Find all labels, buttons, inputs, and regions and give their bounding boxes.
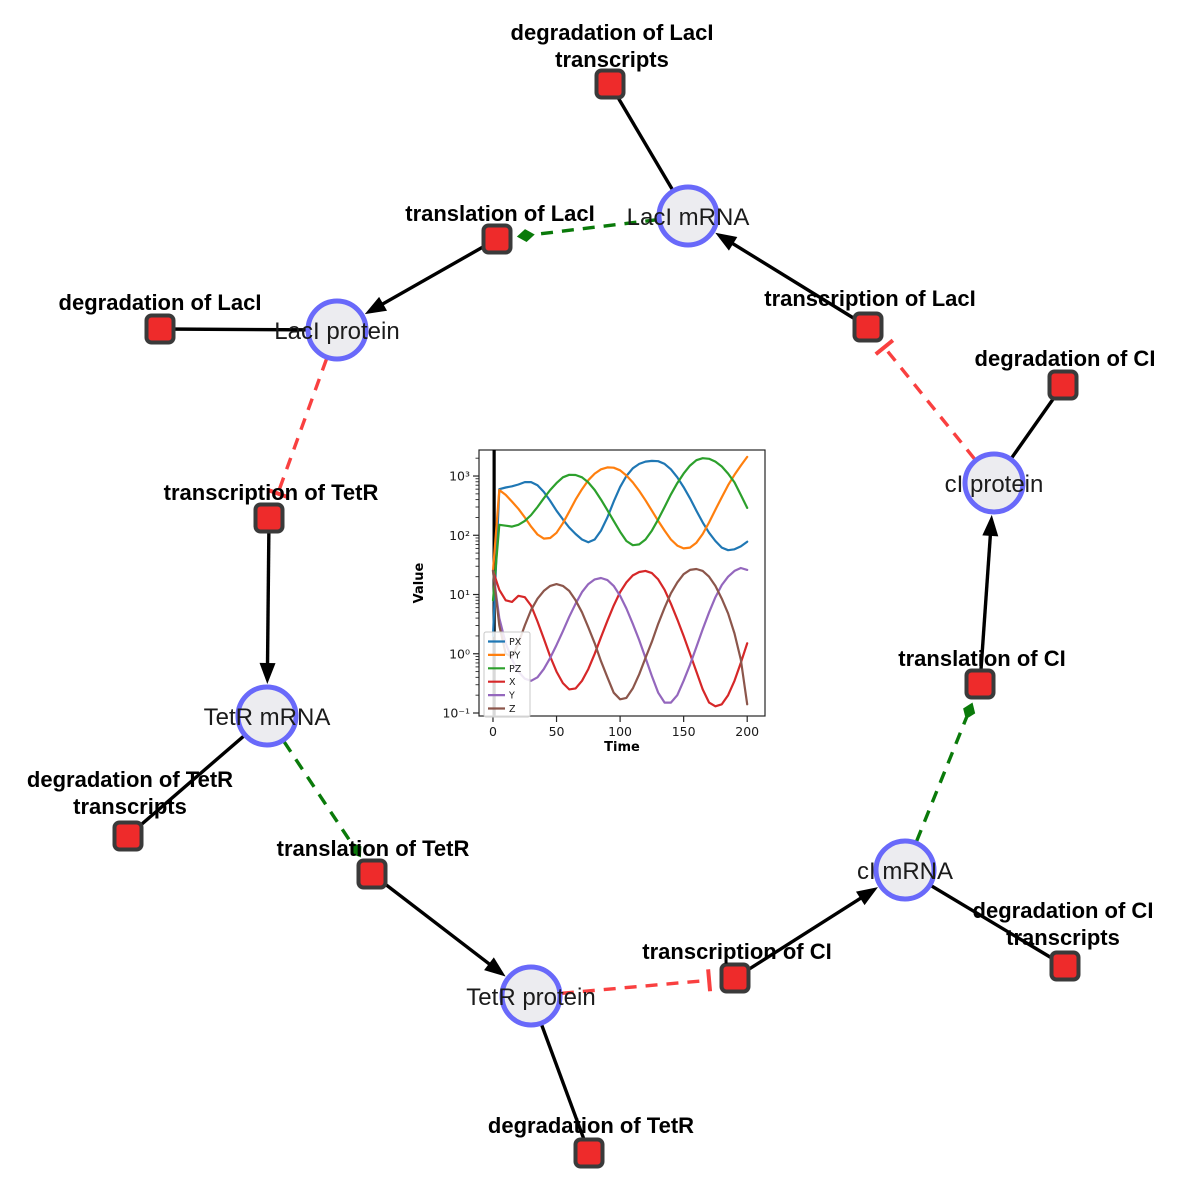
edge-arrow-tx_tetr-tetr_mrna-head bbox=[259, 662, 276, 685]
series-curve-X bbox=[491, 569, 749, 708]
series-curve-Z bbox=[491, 567, 749, 706]
edge-inhibition-ci_protein-tx_laci-tee bbox=[874, 338, 895, 356]
reaction-node-deg_tetr_tx[interactable] bbox=[112, 820, 144, 852]
y-tick-label: 10² bbox=[449, 528, 470, 543]
edge-arrow-tx_laci-laci_mrna bbox=[722, 236, 869, 329]
reaction-label-tx_tetr-line0: transcription of TetR bbox=[164, 480, 379, 505]
reaction-label-deg_tetr_tx-line0: degradation of TetR bbox=[27, 767, 233, 792]
legend-label-Y: Y bbox=[508, 691, 515, 702]
reaction-node-deg_ci_tx[interactable] bbox=[1049, 950, 1081, 982]
y-axis-label: Value bbox=[412, 562, 427, 603]
y-tick-label: 10⁰ bbox=[449, 646, 470, 661]
edge-arrow-transl_laci-laci_protein bbox=[372, 237, 498, 311]
edge-inhibition-ci_protein-tx_laci bbox=[883, 346, 976, 460]
x-tick-label: 150 bbox=[672, 724, 696, 739]
species-node-ci_mrna[interactable] bbox=[873, 838, 937, 902]
species-label-tetr_protein: TetR protein bbox=[466, 984, 595, 1011]
edge-arrow-transl_ci-ci_protein-head bbox=[982, 514, 999, 537]
reaction-label-deg_tetr_tx-line1: transcripts bbox=[73, 794, 187, 819]
reaction-node-tx_tetr[interactable] bbox=[253, 502, 285, 534]
edge-catalysis-tetr_mrna-transl_tetr bbox=[282, 740, 354, 845]
reaction-label-transl_tetr-line0: translation of TetR bbox=[277, 836, 470, 861]
species-label-laci_mrna: LacI mRNA bbox=[627, 204, 750, 231]
nodes-layer bbox=[112, 68, 1081, 1169]
reaction-label-deg_laci_tx-line1: transcripts bbox=[555, 47, 669, 72]
legend-label-Z: Z bbox=[509, 704, 516, 715]
edge-arrow-transl_tetr-tetr_protein-head bbox=[484, 957, 506, 977]
reaction-node-transl_laci[interactable] bbox=[481, 223, 513, 255]
reaction-label-tx_laci-line0: transcription of LacI bbox=[764, 286, 975, 311]
legend-label-X: X bbox=[509, 677, 516, 688]
x-tick-label: 100 bbox=[608, 724, 632, 739]
reaction-node-deg_ci[interactable] bbox=[1047, 369, 1079, 401]
species-node-ci_protein[interactable] bbox=[962, 451, 1026, 515]
y-tick-label: 10³ bbox=[449, 469, 470, 484]
legend-label-PX: PX bbox=[509, 637, 522, 648]
edge-inhibition-laci_protein-tx_tetr-tee bbox=[266, 487, 289, 500]
y-tick-label: 10⁻¹ bbox=[442, 706, 470, 721]
reaction-label-deg_ci-line0: degradation of CI bbox=[975, 346, 1156, 371]
reaction-node-deg_tetr[interactable] bbox=[573, 1137, 605, 1169]
edge-arrow-tx_laci-laci_mrna-head bbox=[715, 232, 738, 251]
reaction-label-deg_ci_tx-line1: transcripts bbox=[1006, 925, 1120, 950]
reaction-node-tx_ci[interactable] bbox=[719, 962, 751, 994]
species-label-laci_protein: LacI protein bbox=[274, 318, 399, 345]
edge-arrow-tx_tetr-tetr_mrna bbox=[265, 517, 271, 675]
species-label-ci_mrna: cI mRNA bbox=[857, 858, 953, 885]
reaction-label-deg_ci_tx-line0: degradation of CI bbox=[973, 898, 1154, 923]
reaction-label-transl_ci-line0: translation of CI bbox=[898, 646, 1065, 671]
edge-arrow-tx_ci-ci_mrna bbox=[734, 891, 871, 980]
edge-catalysis-laci_mrna-transl_laci-diamond bbox=[516, 229, 535, 242]
edge-catalysis-ci_mrna-transl_ci-diamond bbox=[963, 702, 976, 720]
edge-arrow-transl_ci-ci_protein bbox=[978, 524, 993, 685]
reaction-node-tx_laci[interactable] bbox=[852, 311, 884, 343]
edge-arrow-tx_ci-ci_mrna-head bbox=[855, 887, 878, 906]
edge-inhibition-laci_protein-tx_tetr bbox=[276, 358, 329, 495]
series-curve-Y bbox=[491, 566, 749, 704]
time-series-chart: 10⁻¹ 10⁰ 10¹ 10² 10³ 0 50 100 150 200 Time Value PX P… bbox=[410, 433, 785, 765]
series-curve-PX bbox=[491, 459, 749, 637]
reaction-label-tx_ci-line0: transcription of CI bbox=[642, 939, 831, 964]
x-tick-label: 0 bbox=[489, 724, 497, 739]
reaction-label-deg_laci_tx-line0: degradation of LacI bbox=[511, 20, 714, 45]
reaction-label-transl_laci-line0: translation of LacI bbox=[405, 201, 594, 226]
species-node-laci_mrna[interactable] bbox=[656, 184, 720, 248]
reaction-label-deg_laci-line0: degradation of LacI bbox=[59, 290, 262, 315]
edge-catalysis-ci_mrna-transl_ci bbox=[915, 716, 969, 842]
reaction-label-deg_tetr-line0: degradation of TetR bbox=[488, 1113, 694, 1138]
reaction-node-deg_laci[interactable] bbox=[144, 313, 176, 345]
edge-catalysis-tetr_mrna-transl_tetr-diamond bbox=[350, 842, 362, 858]
species-label-ci_protein: cI protein bbox=[945, 471, 1044, 498]
species-node-tetr_mrna[interactable] bbox=[235, 684, 299, 748]
species-node-laci_protein[interactable] bbox=[305, 298, 369, 362]
x-tick-label: 200 bbox=[735, 724, 759, 739]
reaction-node-deg_laci_tx[interactable] bbox=[594, 68, 626, 100]
edge-inhibition-tetr_protein-tx_ci-tee bbox=[706, 969, 713, 992]
species-label-tetr_mrna: TetR mRNA bbox=[204, 704, 331, 731]
edge-inhibition-tetr_protein-tx_ci bbox=[561, 978, 710, 995]
legend-label-PY: PY bbox=[509, 650, 521, 661]
x-tick-label: 50 bbox=[549, 724, 565, 739]
x-axis-label: Time bbox=[604, 740, 640, 755]
legend-box bbox=[483, 631, 531, 718]
y-tick-label: 10¹ bbox=[449, 587, 470, 602]
reaction-node-transl_ci[interactable] bbox=[964, 668, 996, 700]
series-curve-PZ bbox=[491, 457, 749, 602]
reaction-node-transl_tetr[interactable] bbox=[356, 858, 388, 890]
edge-arrow-transl_laci-laci_protein-head bbox=[364, 296, 388, 315]
species-node-tetr_protein[interactable] bbox=[499, 964, 563, 1028]
labels-layer: LacI mRNA LacI protein TetR mRNA TetR prote… bbox=[27, 20, 1156, 1138]
legend-label-PZ: PZ bbox=[509, 664, 522, 675]
series-curve-PY bbox=[491, 455, 749, 572]
edge-arrow-transl_tetr-tetr_protein bbox=[370, 872, 499, 972]
